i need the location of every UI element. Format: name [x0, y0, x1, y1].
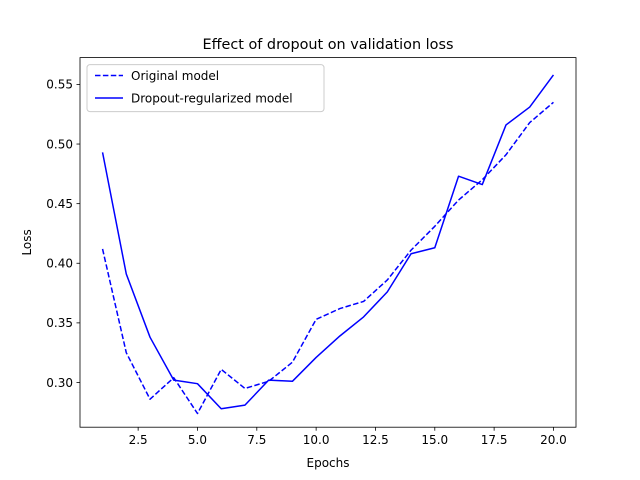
data-point	[529, 106, 530, 107]
x-tick-label: 7.5	[247, 433, 266, 447]
x-axis-ticks: 2.5 5.0 7.5 10.0 12.5 15.0 17.5 20.0	[129, 427, 567, 447]
data-point	[505, 124, 506, 125]
data-point	[553, 74, 554, 75]
y-tick-label: 0.50	[46, 137, 73, 151]
data-point	[387, 291, 388, 292]
x-axis-label: Epochs	[307, 456, 350, 470]
data-point	[482, 179, 483, 180]
data-point	[126, 273, 127, 274]
chart-title: Effect of dropout on validation loss	[203, 37, 454, 53]
data-point	[387, 279, 388, 280]
data-point	[292, 362, 293, 363]
data-point	[316, 357, 317, 358]
data-point	[410, 250, 411, 251]
data-point	[197, 383, 198, 384]
x-tick-label: 12.5	[362, 433, 389, 447]
data-point	[339, 308, 340, 309]
data-point	[482, 184, 483, 185]
y-tick-label: 0.40	[46, 257, 73, 271]
data-point	[410, 253, 411, 254]
data-point	[458, 199, 459, 200]
x-tick-label: 10.0	[303, 433, 330, 447]
data-point	[553, 102, 554, 103]
y-axis-label: Loss	[20, 229, 34, 255]
legend: Original model Dropout-regularized model	[86, 64, 325, 113]
y-tick-label: 0.45	[46, 197, 73, 211]
data-point	[458, 176, 459, 177]
data-point	[268, 380, 269, 381]
data-point	[363, 316, 364, 317]
data-point	[244, 405, 245, 406]
data-point	[434, 226, 435, 227]
data-point	[102, 152, 103, 153]
series-layer	[101, 74, 555, 415]
y-tick-label: 0.30	[46, 376, 73, 390]
y-axis-ticks: 0.30 0.35 0.40 0.45 0.50 0.55	[46, 78, 80, 390]
data-point	[102, 248, 103, 249]
x-tick-label: 15.0	[421, 433, 448, 447]
data-point	[126, 352, 127, 353]
x-tick-label: 20.0	[540, 433, 567, 447]
data-point	[529, 122, 530, 123]
data-point	[363, 301, 364, 302]
y-tick-label: 0.35	[46, 316, 73, 330]
series-line-dropout-regularized-model	[101, 74, 555, 410]
data-point	[221, 369, 222, 370]
data-point	[434, 247, 435, 248]
data-point	[292, 381, 293, 382]
data-point	[339, 335, 340, 336]
data-point	[173, 380, 174, 381]
data-point	[316, 319, 317, 320]
data-point	[149, 337, 150, 338]
x-tick-label: 5.0	[188, 433, 207, 447]
plot-area-frame	[79, 57, 577, 428]
legend-box	[86, 64, 325, 113]
data-point	[149, 399, 150, 400]
data-point	[221, 408, 222, 409]
x-tick-label: 2.5	[129, 433, 148, 447]
data-point	[505, 154, 506, 155]
data-point	[244, 388, 245, 389]
data-point	[197, 413, 198, 414]
legend-label-original-model: Original model	[131, 69, 219, 83]
legend-label-dropout-model: Dropout-regularized model	[131, 92, 293, 106]
y-tick-label: 0.55	[46, 78, 73, 92]
x-tick-label: 17.5	[481, 433, 508, 447]
